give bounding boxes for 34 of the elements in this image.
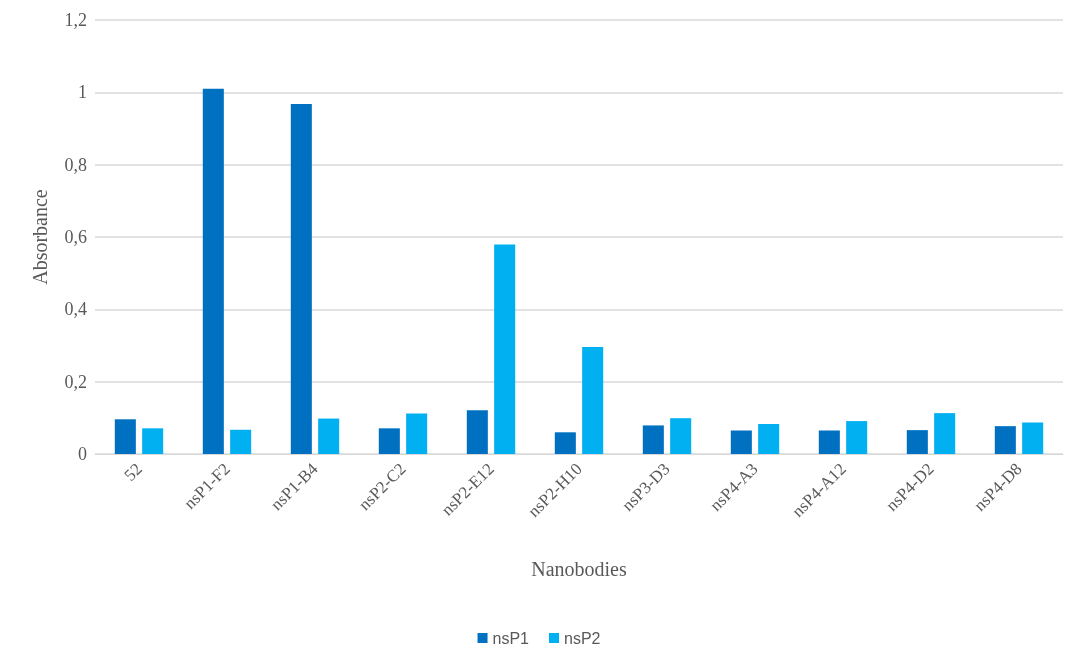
bar xyxy=(290,103,312,454)
bar xyxy=(994,426,1016,454)
bar xyxy=(466,410,488,454)
bar xyxy=(670,418,692,454)
y-tick-label: 1 xyxy=(78,82,87,103)
bar xyxy=(494,244,516,454)
y-tick-label: 0,4 xyxy=(64,299,87,320)
bar xyxy=(114,419,136,454)
bar xyxy=(230,429,252,454)
bar xyxy=(730,430,752,454)
bar xyxy=(318,418,340,454)
y-tick-label: 1,2 xyxy=(64,10,87,30)
y-tick-label: 0,6 xyxy=(64,227,87,247)
bar xyxy=(818,430,840,454)
bar xyxy=(582,346,604,454)
bar xyxy=(934,413,956,454)
x-tick-label: 52 xyxy=(120,459,146,485)
legend-label: nsP1 xyxy=(492,629,530,647)
bar xyxy=(406,413,428,454)
bar xyxy=(906,430,928,454)
y-tick-label: 0,8 xyxy=(64,154,87,175)
bar xyxy=(554,432,576,454)
legend-label: nsP2 xyxy=(564,629,601,647)
bar xyxy=(642,425,664,454)
y-tick-label: 0,2 xyxy=(64,371,87,392)
bar xyxy=(202,88,224,454)
x-axis-title: Nanobodies xyxy=(531,558,627,580)
bar xyxy=(378,428,400,454)
bar xyxy=(142,428,164,454)
bar xyxy=(846,421,868,454)
bar xyxy=(1022,422,1044,454)
y-tick-label: 0 xyxy=(78,444,87,464)
bar xyxy=(758,423,780,454)
y-axis-title: Absorbance xyxy=(29,189,51,285)
